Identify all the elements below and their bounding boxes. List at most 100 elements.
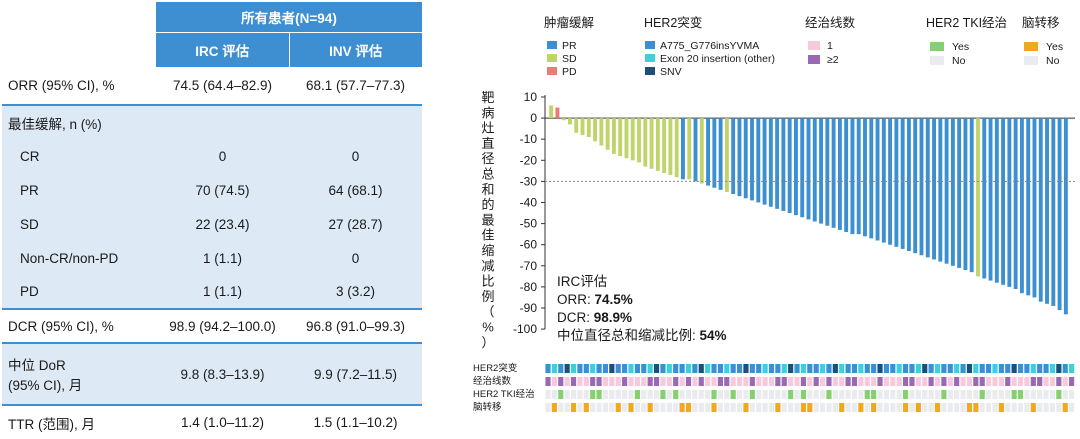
waterfall-bar (806, 118, 811, 220)
track-cell (1011, 364, 1017, 373)
y-axis-label-char: % (482, 320, 494, 335)
track-cell (673, 390, 679, 399)
waterfall-bar (586, 118, 591, 138)
track-cell (736, 377, 743, 386)
track-cell (1024, 377, 1030, 386)
track-cell (947, 364, 953, 373)
waterfall-bar (643, 118, 648, 167)
waterfall-bar (988, 118, 993, 281)
annotation-tracks (545, 364, 1075, 412)
track-cell (1030, 377, 1036, 386)
waterfall-bar (593, 118, 598, 142)
track-cell (979, 403, 985, 412)
track-cell (851, 364, 858, 373)
track-cell (647, 364, 653, 373)
track-cell (794, 390, 800, 399)
track-cell (871, 390, 877, 399)
track-cell (1043, 364, 1049, 373)
track-cell (928, 403, 934, 412)
anno-orr: ORR: 74.5% (557, 292, 633, 307)
y-tick-label: -10 (520, 132, 538, 146)
track-cell (922, 364, 928, 373)
legend-swatch-brain-yes (1024, 42, 1038, 51)
row-pr-label: PR (2, 173, 156, 207)
track-cell (781, 403, 787, 412)
track-cell (851, 403, 858, 412)
track-cell (896, 403, 902, 412)
waterfall-bar (1045, 118, 1049, 304)
waterfall-bar (618, 118, 623, 157)
track-cell (979, 377, 985, 386)
track-cell (673, 403, 679, 412)
waterfall-bar (649, 118, 654, 169)
waterfall-bar (549, 105, 554, 119)
y-axis-label-char: 最 (481, 212, 494, 227)
track-cell (960, 390, 966, 399)
row-cr-irc: 0 (156, 139, 289, 173)
track-cell (883, 364, 890, 373)
track-cell (660, 377, 666, 386)
track-cell (692, 403, 698, 412)
track-cell (960, 364, 966, 373)
waterfall-bar (775, 118, 780, 209)
track-cell (1043, 377, 1049, 386)
track-cell (749, 390, 755, 399)
waterfall-bar (574, 118, 579, 133)
waterfall-bar (624, 118, 629, 159)
header-blank (2, 2, 156, 33)
track-cell (800, 390, 807, 399)
track-cell (705, 403, 711, 412)
track-cell (698, 377, 704, 386)
waterfall-bar (781, 118, 786, 211)
track-cell (915, 390, 921, 399)
track-cell (864, 364, 870, 373)
track-cell (577, 390, 583, 399)
y-axis-label-char: （ (481, 304, 494, 319)
track-cell (711, 390, 717, 399)
track-cell (832, 364, 838, 373)
legend-swatch-snv (645, 67, 655, 75)
track-cell (1037, 403, 1043, 412)
row-noncr-irc: 1 (1.1) (156, 241, 289, 275)
track-cell (768, 403, 775, 412)
track-cell (545, 390, 551, 399)
track-cell (966, 364, 973, 373)
row-cr-label: CR (2, 139, 156, 173)
track-cell (845, 364, 851, 373)
row-ttr-label: TTR (范围), 月 (2, 405, 156, 439)
track-cell (1037, 377, 1043, 386)
track-cell (845, 390, 851, 399)
waterfall-bar (863, 118, 867, 237)
track-cell (590, 364, 596, 373)
track-cell (692, 377, 698, 386)
track-cell (653, 403, 660, 412)
track-cell (570, 364, 577, 373)
track-cell (768, 377, 775, 386)
track-cell (590, 390, 596, 399)
track-cell (673, 377, 679, 386)
legend-label-sd: SD (562, 53, 577, 65)
legend-her2-title: HER2突变 (644, 15, 702, 30)
track-cell (1043, 390, 1049, 399)
track-cell (807, 377, 813, 386)
anno-median-value: 54% (700, 328, 727, 343)
track-cell (615, 390, 621, 399)
track-cell (909, 364, 915, 373)
track-cell (819, 364, 826, 373)
track-cell (583, 377, 589, 386)
track-cell (788, 377, 794, 386)
track-cell (992, 390, 998, 399)
waterfall-bar (819, 118, 824, 224)
track-cell (922, 390, 928, 399)
legend-response-title: 肿瘤缓解 (544, 15, 594, 30)
track-cell (922, 377, 928, 386)
track-label-brain: 脑转移 (473, 401, 502, 413)
track-cell (813, 377, 819, 386)
track-cell (800, 403, 807, 412)
row-sd-inv: 27 (28.7) (289, 207, 422, 241)
track-cell (813, 364, 819, 373)
track-cell (832, 390, 838, 399)
track-cell (577, 403, 583, 412)
track-cell (813, 390, 819, 399)
row-pd-label: PD (2, 275, 156, 310)
